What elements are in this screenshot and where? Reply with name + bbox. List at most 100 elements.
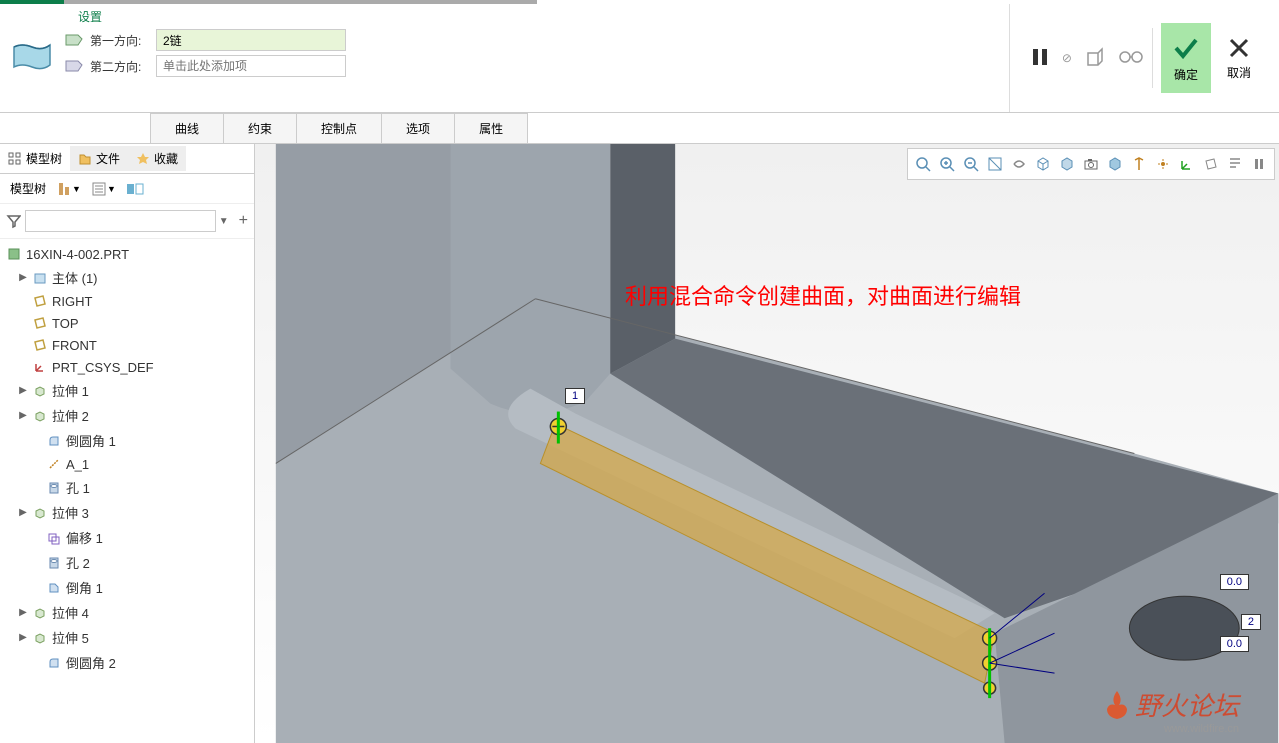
sub-tab-constraint[interactable]: 约束 xyxy=(223,113,297,143)
tool-btn-1[interactable]: ▼ xyxy=(56,181,81,197)
tab-favorites[interactable]: 收藏 xyxy=(128,146,186,171)
sub-tab-curve[interactable]: 曲线 xyxy=(150,113,224,143)
feature-icon xyxy=(32,605,48,621)
ok-button[interactable]: 确定 xyxy=(1161,23,1211,93)
datum-point-icon[interactable] xyxy=(1152,153,1174,175)
pause-view-icon[interactable] xyxy=(1248,153,1270,175)
tab-model-tree[interactable]: 模型树 xyxy=(0,146,70,171)
expand-icon[interactable]: ▶ xyxy=(18,632,28,643)
saved-view-icon[interactable] xyxy=(1056,153,1078,175)
tree-item[interactable]: RIGHT xyxy=(0,290,254,312)
expand-icon[interactable]: ▶ xyxy=(18,272,28,283)
feature-icon xyxy=(46,530,62,546)
dim-label-3[interactable]: 2 xyxy=(1241,614,1261,630)
tree-item[interactable]: 倒角 1 xyxy=(0,575,254,600)
box-icon[interactable] xyxy=(1084,47,1106,70)
direction-2-input[interactable] xyxy=(156,55,346,77)
tree-item[interactable]: PRT_CSYS_DEF xyxy=(0,356,254,378)
tree-label: 孔 2 xyxy=(66,553,90,572)
direction-1-label: 第一方向: xyxy=(90,32,150,49)
expand-icon[interactable]: ▶ xyxy=(18,410,28,421)
cancel-button[interactable]: 取消 xyxy=(1219,28,1259,89)
model-tree: 16XIN-4-002.PRT ▶ 主体 (1) RIGHT TOP FRONT PRT_… xyxy=(0,239,254,743)
tool-btn-2[interactable]: ▼ xyxy=(91,181,116,197)
feature-icon xyxy=(46,456,62,472)
filter-input[interactable] xyxy=(25,210,216,232)
tree-item[interactable]: A_1 xyxy=(0,453,254,475)
tree-label: 倒圆角 2 xyxy=(66,653,116,672)
dim-label-1[interactable]: 1 xyxy=(565,388,585,404)
view-toolbar xyxy=(907,148,1275,180)
feature-icon xyxy=(32,630,48,646)
tree-item[interactable]: 孔 2 xyxy=(0,550,254,575)
feature-icon xyxy=(46,655,62,671)
dim-label-4[interactable]: 0.0 xyxy=(1220,636,1249,652)
tree-item[interactable]: ▶ 拉伸 2 xyxy=(0,403,254,428)
sub-tab-props[interactable]: 属性 xyxy=(454,113,528,143)
direction-icon xyxy=(64,57,84,75)
feature-icon xyxy=(46,433,62,449)
feature-icon xyxy=(32,505,48,521)
expand-icon[interactable]: ▶ xyxy=(18,507,28,518)
expand-icon[interactable]: ▶ xyxy=(18,385,28,396)
tab-files[interactable]: 文件 xyxy=(70,146,128,171)
tree-label: 拉伸 5 xyxy=(52,628,89,647)
annotation-icon[interactable] xyxy=(1224,153,1246,175)
tree-item[interactable]: 倒圆角 1 xyxy=(0,428,254,453)
tree-item[interactable]: ▶ 拉伸 3 xyxy=(0,500,254,525)
tree-label: TOP xyxy=(52,316,79,331)
glasses-icon[interactable] xyxy=(1118,50,1144,67)
camera-icon[interactable] xyxy=(1080,153,1102,175)
tree-label: 拉伸 4 xyxy=(52,603,89,622)
filter-icon[interactable] xyxy=(6,213,21,229)
datum-plane-icon[interactable] xyxy=(1200,153,1222,175)
feature-icon xyxy=(32,383,48,399)
tree-item[interactable]: 倒圆角 2 xyxy=(0,650,254,675)
datum-axis-icon[interactable] xyxy=(1128,153,1150,175)
feature-icon xyxy=(32,408,48,424)
tree-item[interactable]: FRONT xyxy=(0,334,254,356)
direction-2-label: 第二方向: xyxy=(90,58,150,75)
datum-csys-icon[interactable] xyxy=(1176,153,1198,175)
direction-icon xyxy=(64,31,84,49)
feature-icon xyxy=(46,555,62,571)
tree-item[interactable]: ▶拉伸 1 xyxy=(0,378,254,403)
tree-label: 拉伸 2 xyxy=(52,406,89,425)
tree-item[interactable]: ▶ 主体 (1) xyxy=(0,265,254,290)
filter-dropdown-icon[interactable]: ▼ xyxy=(219,216,229,227)
tree-item[interactable]: 偏移 1 xyxy=(0,525,254,550)
tree-item[interactable]: ▶ 拉伸 5 xyxy=(0,625,254,650)
expand-icon[interactable]: ▶ xyxy=(18,607,28,618)
3d-viewport[interactable]: 利用混合命令创建曲面，对曲面进行编辑 1 0.0 2 0.0 野火论坛 www xyxy=(255,144,1279,743)
tree-label: 拉伸 3 xyxy=(52,503,89,522)
tree-item[interactable]: ▶ 拉伸 4 xyxy=(0,600,254,625)
spin-icon[interactable] xyxy=(1008,153,1030,175)
sub-tab-control[interactable]: 控制点 xyxy=(296,113,382,143)
tree-root[interactable]: 16XIN-4-002.PRT xyxy=(0,243,254,265)
zoom-fit-icon[interactable] xyxy=(912,153,934,175)
zoom-in-icon[interactable] xyxy=(936,153,958,175)
zoom-out-icon[interactable] xyxy=(960,153,982,175)
dim-label-2[interactable]: 0.0 xyxy=(1220,574,1249,590)
sub-tab-options[interactable]: 选项 xyxy=(381,113,455,143)
tool-btn-3[interactable] xyxy=(126,181,144,197)
view-cube-icon[interactable] xyxy=(1032,153,1054,175)
panel-toolbar: 模型树 ▼ ▼ xyxy=(0,174,254,204)
add-filter-icon[interactable]: + xyxy=(239,212,248,230)
feature-icon xyxy=(32,315,48,331)
no-icon[interactable]: ⊘ xyxy=(1062,51,1072,65)
feature-icon xyxy=(46,480,62,496)
tree-item[interactable]: TOP xyxy=(0,312,254,334)
tree-label: 偏移 1 xyxy=(66,528,103,547)
tree-label: 主体 (1) xyxy=(52,268,98,287)
part-icon xyxy=(6,246,22,262)
feature-icon xyxy=(46,580,62,596)
repaint-icon[interactable] xyxy=(984,153,1006,175)
watermark-url: www.wildfire.cn xyxy=(1164,723,1239,735)
tree-label: PRT_CSYS_DEF xyxy=(52,360,154,375)
display-style-icon[interactable] xyxy=(1104,153,1126,175)
tree-label: 孔 1 xyxy=(66,478,90,497)
direction-1-input[interactable] xyxy=(156,29,346,51)
pause-icon[interactable] xyxy=(1030,47,1050,70)
tree-item[interactable]: 孔 1 xyxy=(0,475,254,500)
